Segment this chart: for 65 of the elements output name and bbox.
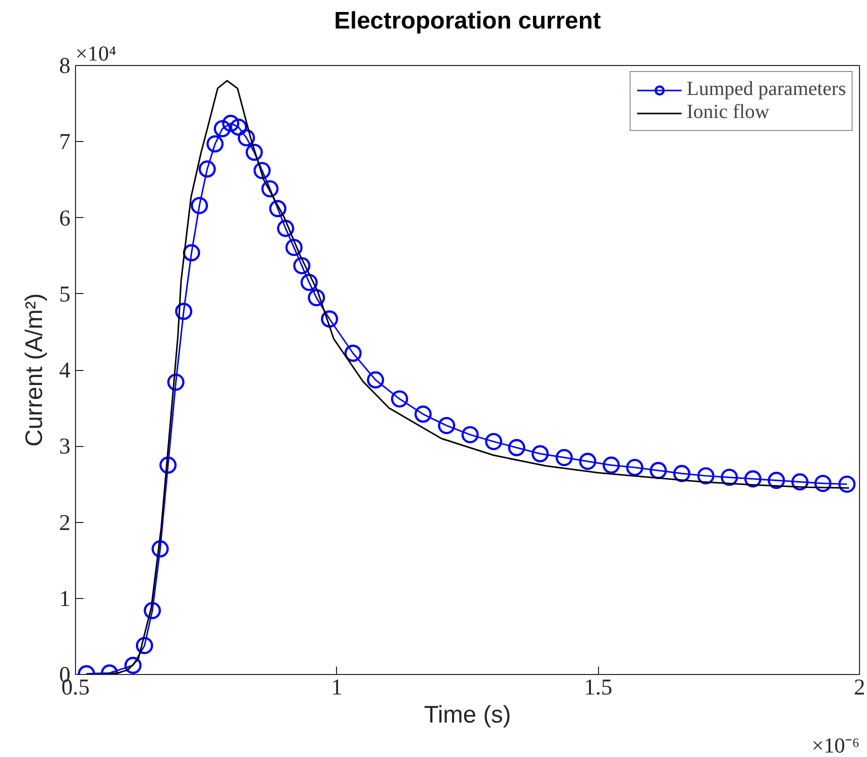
point bbox=[414, 406, 432, 423]
x-tick-label: 1.5 bbox=[584, 674, 612, 700]
text: ×10⁻⁶ bbox=[812, 734, 860, 757]
y-tick-label: 7 bbox=[59, 129, 70, 154]
point bbox=[720, 468, 738, 486]
point bbox=[768, 472, 785, 489]
point bbox=[673, 464, 690, 482]
point bbox=[293, 257, 310, 274]
point bbox=[308, 289, 326, 306]
point bbox=[214, 120, 231, 138]
point bbox=[222, 114, 240, 132]
point bbox=[300, 274, 318, 292]
point bbox=[253, 162, 271, 180]
point bbox=[626, 458, 644, 476]
point bbox=[791, 473, 809, 490]
point bbox=[230, 118, 248, 136]
point bbox=[814, 474, 832, 492]
point bbox=[198, 160, 216, 178]
point bbox=[390, 390, 408, 408]
point bbox=[159, 456, 177, 474]
y-tick-label: 8 bbox=[59, 53, 70, 78]
point bbox=[344, 344, 362, 362]
point bbox=[136, 636, 154, 654]
point bbox=[438, 416, 456, 434]
point bbox=[650, 462, 667, 480]
point bbox=[366, 371, 384, 388]
y-tick-label: 2 bbox=[59, 510, 70, 535]
annotation: ×10⁴ bbox=[76, 42, 116, 66]
point bbox=[261, 180, 279, 198]
chart-title: Electroporation current bbox=[334, 8, 601, 34]
point bbox=[744, 470, 762, 488]
point bbox=[182, 244, 200, 262]
y-axis-title: Current (A/m²) bbox=[21, 293, 48, 447]
point bbox=[285, 238, 303, 256]
y-tick-label: 1 bbox=[59, 586, 70, 611]
point bbox=[838, 476, 856, 493]
point bbox=[238, 129, 256, 146]
point bbox=[485, 432, 502, 450]
point bbox=[246, 144, 263, 161]
x-axis-title: Time (s) bbox=[424, 702, 512, 728]
y-tick-label: 3 bbox=[59, 434, 70, 459]
y-tick-label: 4 bbox=[59, 358, 70, 382]
point bbox=[124, 656, 142, 674]
point bbox=[697, 467, 714, 484]
y-tick-label: 5 bbox=[59, 281, 70, 306]
legend-label: Lumped parameters bbox=[686, 78, 846, 101]
point bbox=[508, 439, 526, 456]
x-tick-label: 2 bbox=[854, 674, 866, 700]
point bbox=[277, 220, 294, 237]
point bbox=[269, 200, 286, 218]
point bbox=[532, 445, 549, 462]
legend-label: Ionic flow bbox=[686, 101, 770, 124]
point bbox=[602, 456, 620, 474]
y-tick-label: 6 bbox=[59, 205, 70, 230]
point bbox=[556, 448, 573, 466]
point bbox=[144, 602, 161, 620]
point bbox=[320, 310, 338, 328]
point bbox=[579, 452, 596, 470]
point bbox=[206, 135, 224, 152]
point bbox=[152, 540, 169, 558]
point bbox=[190, 196, 208, 214]
x-tick-label: 1 bbox=[331, 674, 342, 700]
point bbox=[175, 302, 192, 320]
point bbox=[167, 374, 184, 391]
point bbox=[462, 426, 479, 444]
